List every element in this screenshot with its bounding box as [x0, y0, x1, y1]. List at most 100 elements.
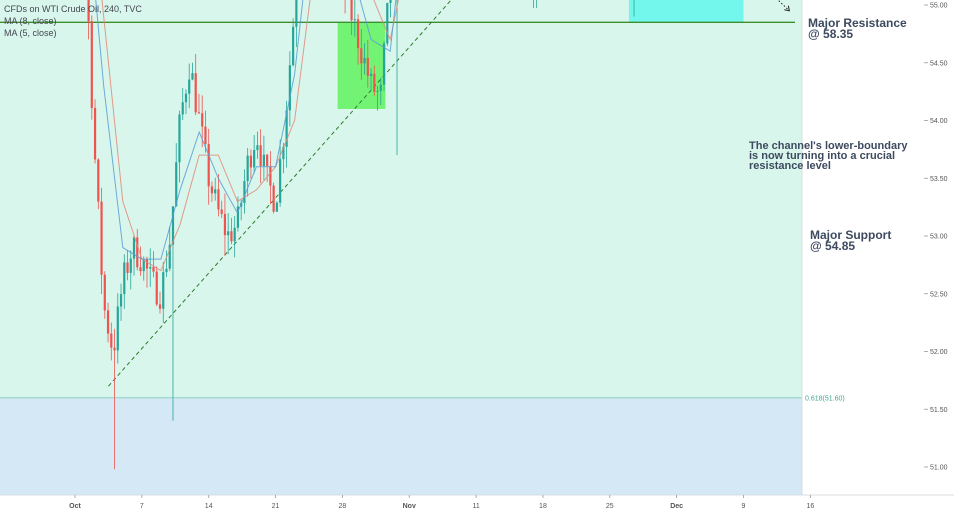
candle-body	[188, 79, 191, 94]
time-tick-label: 16	[806, 503, 814, 510]
candle-body	[145, 259, 149, 269]
time-tick-label: 21	[272, 503, 280, 510]
candle-body	[285, 110, 288, 147]
support-zone-cyan	[628, 0, 744, 23]
candle-body	[162, 272, 165, 309]
price-tick-label: 52.00	[930, 349, 948, 356]
candle-body	[360, 48, 363, 64]
candle-body	[106, 310, 110, 334]
price-tick-label: 53.50	[930, 176, 948, 183]
price-tick-label: 53.00	[930, 234, 948, 241]
time-tick-label: Oct	[69, 503, 81, 510]
price-tick-label: 54.00	[930, 118, 948, 125]
candle-body	[227, 231, 230, 236]
candle-body	[266, 154, 269, 167]
candle-body	[116, 306, 119, 351]
candle-body	[350, 0, 353, 21]
candle-body	[230, 231, 233, 242]
fib-zone-lower	[0, 397, 802, 495]
price-tick-label: 52.50	[930, 291, 948, 298]
arrow-head-down	[784, 5, 790, 12]
ma-8-line	[101, 0, 399, 272]
candle-body	[201, 113, 204, 127]
time-tick-label: 28	[339, 503, 347, 510]
channel-lower-boundary	[108, 0, 452, 387]
candle-body	[295, 0, 298, 27]
candle-body	[110, 333, 113, 348]
candle-body	[288, 65, 291, 111]
drawings	[777, 0, 790, 12]
candle-body	[233, 227, 236, 242]
candle-body	[171, 206, 175, 245]
candle-body	[214, 189, 217, 194]
candle-body	[253, 149, 256, 168]
candle-body	[246, 155, 249, 182]
candle-body	[113, 347, 116, 351]
time-tick-label: Nov	[403, 503, 416, 510]
candle-body	[236, 206, 240, 228]
candle-body	[93, 107, 97, 160]
trend-line	[108, 0, 452, 387]
candle-body	[97, 159, 100, 202]
price-axis[interactable]: 0.382(57.27)0.618(51.60)51.0051.5052.005…	[801, 0, 954, 512]
price-tick-label: 54.50	[930, 60, 948, 67]
candle-body	[207, 143, 210, 187]
candle-body	[181, 102, 184, 115]
candle-body	[217, 189, 220, 210]
time-tick-label: 18	[539, 503, 547, 510]
time-tick-label: 11	[472, 503, 479, 510]
candle-body	[119, 294, 123, 307]
price-axis-background	[802, 0, 954, 512]
candle-body	[256, 145, 259, 150]
time-tick-label: 25	[606, 503, 614, 510]
candle-body	[123, 262, 126, 295]
candle-body	[366, 57, 369, 76]
candle-body	[379, 84, 382, 91]
resistance-value-label: @ 58.35	[808, 27, 854, 41]
price-tick-label: 51.00	[930, 465, 948, 472]
chart-title: CFDs on WTI Crude Oil, 240, TVC	[4, 4, 142, 14]
horizontal-levels	[0, 21, 795, 23]
candle-body	[279, 159, 282, 203]
candle-body	[184, 93, 188, 103]
candle-body	[194, 73, 197, 113]
candle-body	[249, 155, 253, 168]
candle-body	[376, 90, 379, 92]
channel-note-line1: The channel's lower-boundary	[749, 140, 908, 152]
candle-body	[100, 201, 103, 275]
candle-body	[292, 26, 295, 66]
moving-averages	[95, 0, 399, 272]
time-axis[interactable]: Oct 7 14 21 28 Nov 11 18 25 Dec 9 16	[0, 494, 954, 512]
candle-body	[220, 209, 223, 214]
candle-body	[178, 114, 181, 163]
channel-note-line3: resistance level	[749, 160, 831, 172]
candle-body	[369, 73, 373, 76]
candle-body	[139, 267, 142, 272]
time-tick-label: 14	[205, 503, 213, 510]
indicator-ma-5[interactable]: MA (5, close)	[4, 28, 57, 38]
candle-body	[87, 0, 90, 22]
candle-body	[353, 19, 356, 21]
candle-body	[175, 162, 178, 207]
time-tick-label: 9	[742, 503, 746, 510]
candle-body	[129, 258, 132, 273]
candle-body	[126, 262, 129, 273]
ma-5-line	[95, 0, 397, 260]
fibonacci-bands: 0.382(57.27)0.618(51.60)	[0, 0, 845, 495]
channel-note-line2: is now turning into a crucial	[749, 150, 896, 162]
price-tick-label: 55.00	[930, 3, 948, 10]
candle-body	[197, 112, 201, 114]
time-tick-label: 7	[140, 503, 144, 510]
candle-body	[158, 304, 162, 309]
indicator-ma-8[interactable]: MA (8, close)	[4, 16, 57, 26]
fib-zone-middle	[0, 0, 802, 398]
time-axis-background	[0, 495, 954, 512]
candle-body	[389, 0, 392, 3]
candle-body	[269, 166, 272, 186]
candle-body	[363, 57, 366, 64]
candle-body	[243, 181, 246, 204]
candle-body	[191, 73, 194, 80]
candle-body	[259, 145, 262, 167]
candle-body	[103, 274, 106, 311]
